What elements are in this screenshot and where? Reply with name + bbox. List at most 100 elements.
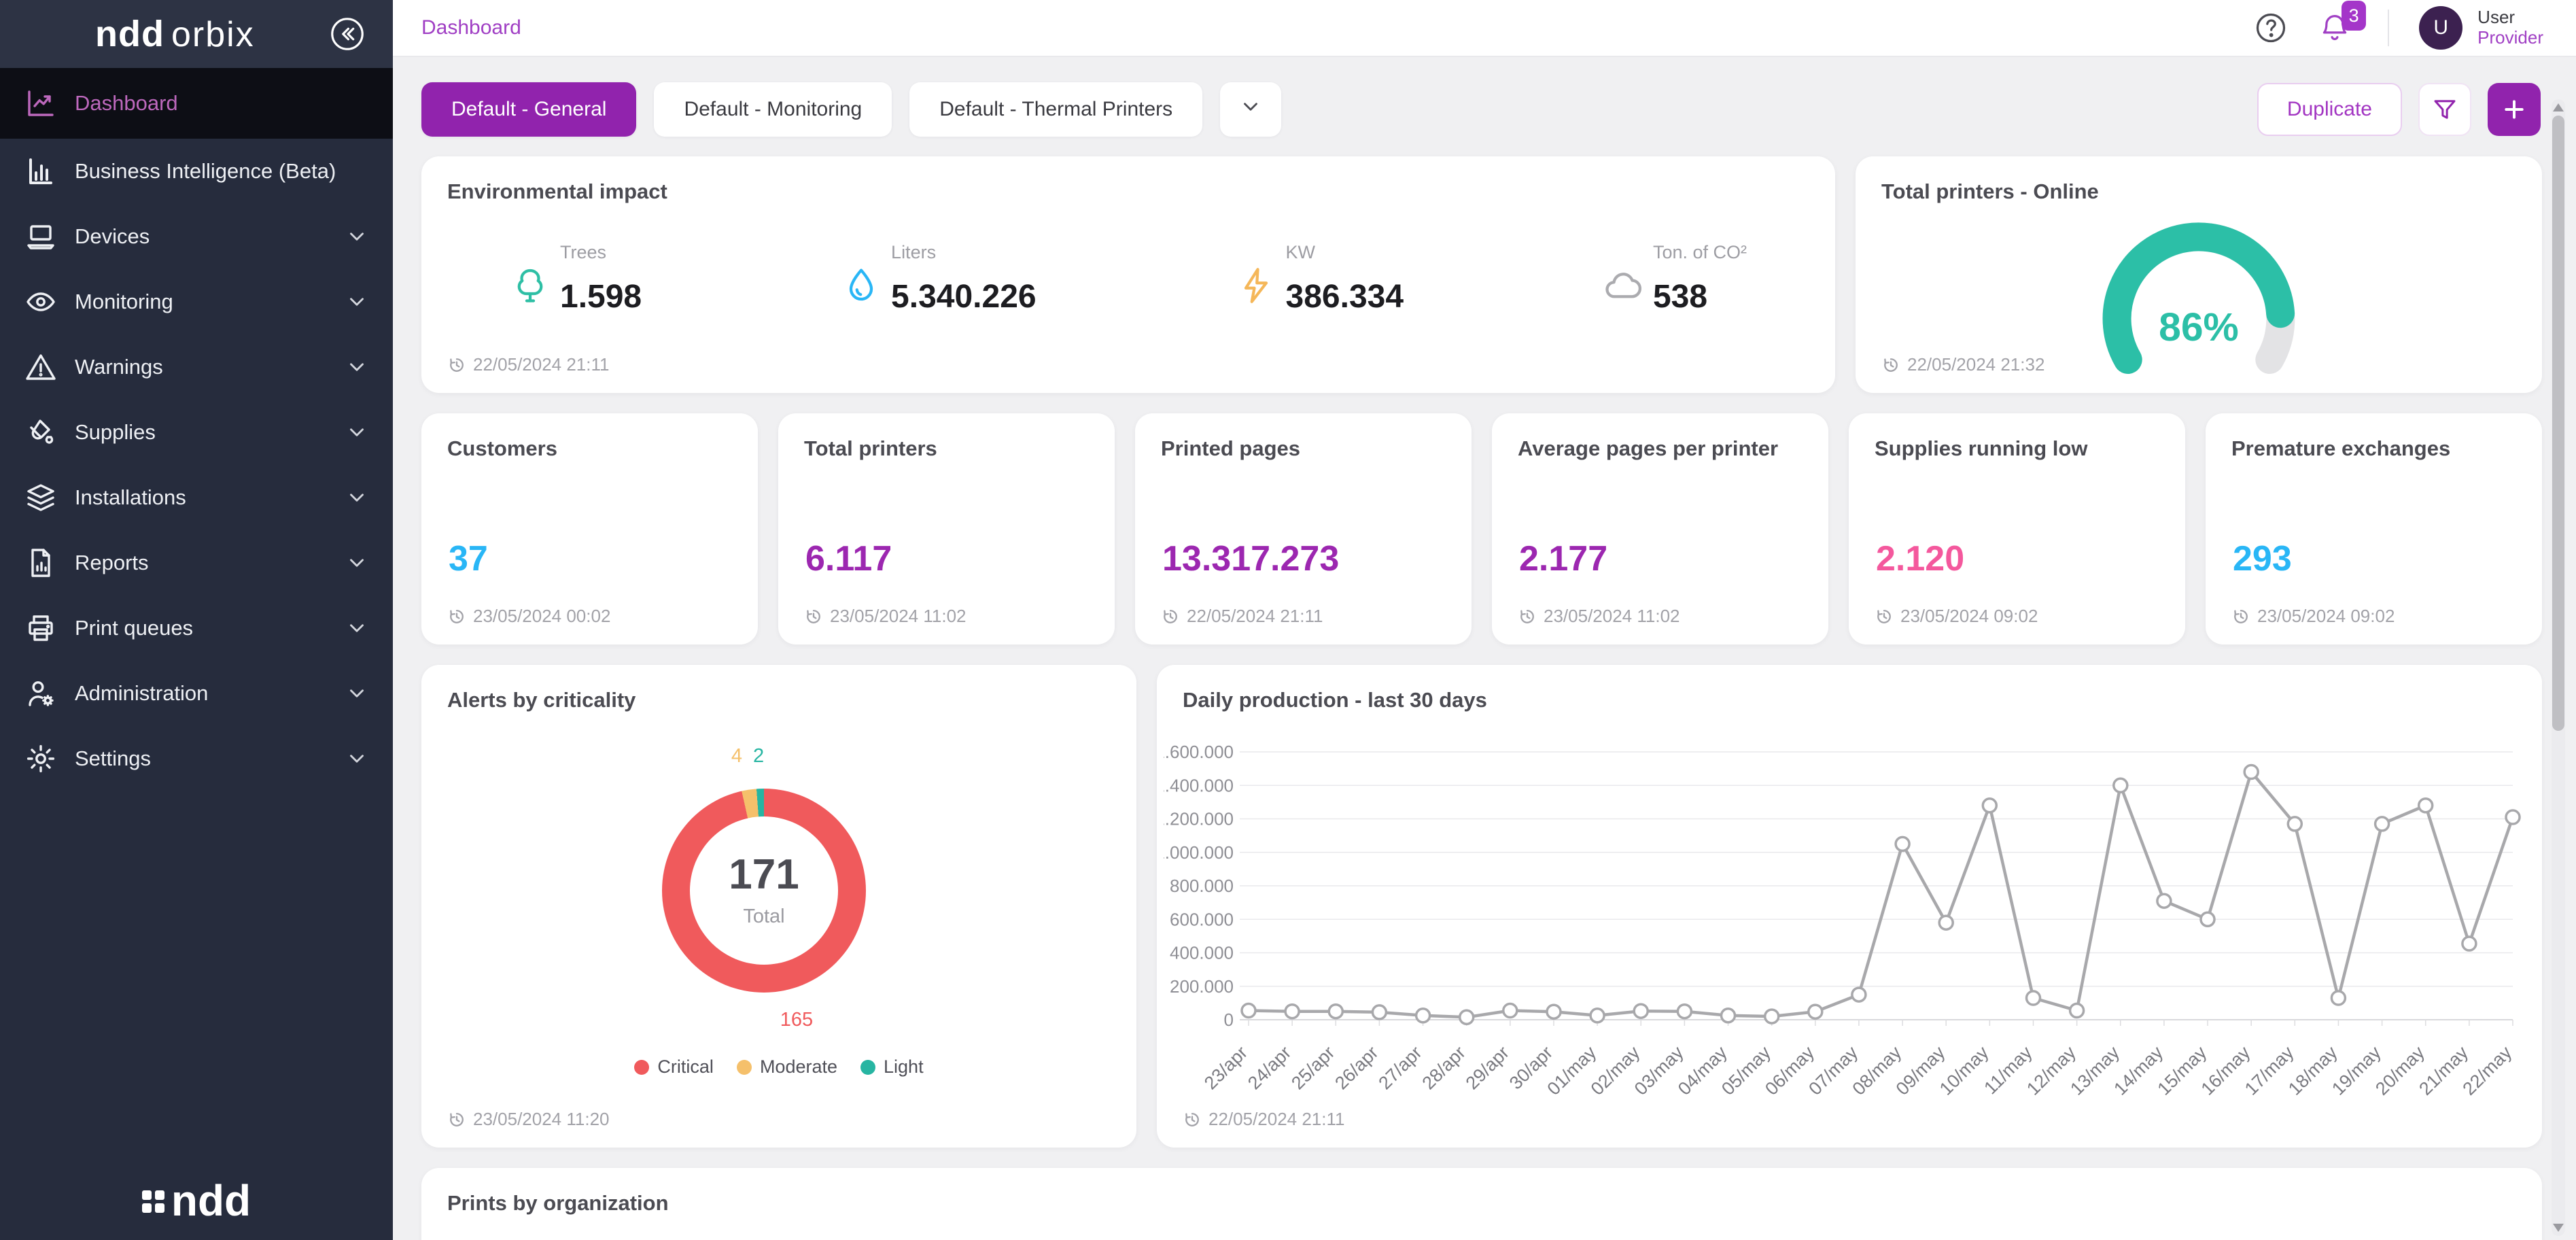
duplicate-button[interactable]: Duplicate: [2257, 83, 2402, 136]
donut-total-value: 171: [729, 854, 799, 896]
card-title: Alerts by criticality: [447, 688, 636, 712]
ndd-orbix-logo: ndd orbix: [95, 13, 255, 55]
sidebar-item-dashboard[interactable]: Dashboard: [0, 68, 393, 139]
legend-dot-icon: [860, 1060, 875, 1075]
legend-item-critical: Critical: [634, 1056, 714, 1078]
logo-product: orbix: [171, 14, 255, 55]
breadcrumb[interactable]: Dashboard: [421, 16, 521, 39]
notification-badge: 3: [2342, 1, 2366, 31]
svg-text:10/may: 10/may: [1936, 1042, 1993, 1099]
sidebar-nav: Dashboard Business Intelligence (Beta) Dev…: [0, 68, 393, 791]
warning-icon: [24, 351, 57, 383]
kpi-card-printed-pages: Printed pages13.317.27322/05/2024 21:11: [1135, 413, 1472, 644]
scroll-up-arrow-icon[interactable]: [2553, 103, 2564, 111]
chevron-down-icon: [345, 747, 368, 770]
kpi-value: 13.317.273: [1162, 541, 1339, 576]
sidebar-item-administration[interactable]: Administration: [0, 661, 393, 726]
donut-center: 171 Total: [662, 789, 866, 993]
tab-default-monitoring[interactable]: Default - Monitoring: [654, 82, 892, 137]
kpi-card-premature-exchanges: Premature exchanges29323/05/2024 09:02: [2206, 413, 2542, 644]
chevron-down-icon: [345, 682, 368, 705]
footer-logo-text: ndd: [171, 1182, 251, 1221]
card-title: Average pages per printer: [1518, 436, 1778, 461]
donut-total-label: Total: [743, 906, 784, 928]
user-gear-icon: [24, 677, 57, 710]
sidebar-item-label: Print queues: [75, 616, 193, 640]
lightning-icon: [1236, 265, 1276, 309]
sidebar-item-label: Administration: [75, 681, 208, 706]
metric-value: 538: [1653, 281, 1747, 313]
prints-by-organization-card: Prints by organization: [421, 1168, 2542, 1240]
svg-text:23/apr: 23/apr: [1200, 1042, 1251, 1093]
sidebar-item-installations[interactable]: Installations: [0, 465, 393, 530]
svg-text:29/apr: 29/apr: [1462, 1042, 1513, 1093]
card-title: Supplies running low: [1875, 436, 2087, 461]
dashboard-icon: [24, 87, 57, 120]
tree-icon: [510, 265, 551, 309]
sidebar-item-label: Settings: [75, 746, 151, 771]
card-timestamp: 22/05/2024 21:11: [447, 354, 609, 375]
sidebar-item-settings[interactable]: Settings: [0, 726, 393, 791]
donut-callout-top: 42: [731, 745, 764, 768]
svg-text:86%: 86%: [2159, 305, 2239, 349]
bar-chart-icon: [24, 155, 57, 188]
kpi-value: 293: [2233, 541, 2292, 576]
svg-text:0: 0: [1224, 1010, 1234, 1030]
chevron-down-icon: [345, 421, 368, 444]
more-dashboards-button[interactable]: [1220, 82, 1281, 137]
sidebar-item-print-queues[interactable]: Print queues: [0, 596, 393, 661]
sidebar-item-business-intelligence-beta[interactable]: Business Intelligence (Beta): [0, 139, 393, 204]
scrollbar-thumb[interactable]: [2552, 116, 2564, 731]
sidebar-item-devices[interactable]: Devices: [0, 204, 393, 269]
svg-text:200.000: 200.000: [1170, 976, 1234, 997]
svg-text:28/apr: 28/apr: [1418, 1042, 1469, 1093]
help-button[interactable]: [2253, 10, 2288, 46]
online-gauge-chart: 86%: [2085, 222, 2313, 392]
card-timestamp: 23/05/2024 11:20: [447, 1109, 609, 1130]
sidebar: ndd orbix Dashboard Business Intelligence…: [0, 0, 393, 1240]
kpi-card-supplies-running-low: Supplies running low2.12023/05/2024 09:0…: [1849, 413, 2185, 644]
supplies-icon: [24, 416, 57, 449]
laptop-icon: [24, 220, 57, 253]
tab-default-thermal-printers[interactable]: Default - Thermal Printers: [909, 82, 1202, 137]
notifications-button[interactable]: 3: [2317, 10, 2352, 46]
app-root: ndd orbix Dashboard Business Intelligence…: [0, 0, 2576, 1240]
card-title: Premature exchanges: [2231, 436, 2450, 461]
chevron-down-icon: [345, 290, 368, 313]
scroll-down-arrow-icon[interactable]: [2553, 1224, 2564, 1232]
gear-icon: [24, 742, 57, 775]
dashboard-actions: Duplicate: [2257, 83, 2541, 136]
ndd-footer-logo: ndd: [0, 1182, 393, 1221]
user-avatar[interactable]: U: [2419, 6, 2462, 50]
report-icon: [24, 547, 57, 579]
sidebar-item-supplies[interactable]: Supplies: [0, 400, 393, 465]
chevron-down-icon: [345, 356, 368, 379]
alerts-by-criticality-card: Alerts by criticality 42 171 Total 165 C…: [421, 665, 1136, 1148]
env-metric-trees: Trees1.598: [510, 242, 642, 313]
user-name: User: [2477, 7, 2543, 28]
metric-label: Trees: [560, 242, 642, 263]
sidebar-item-label: Business Intelligence (Beta): [75, 159, 336, 184]
add-dashboard-button[interactable]: [2488, 83, 2541, 136]
user-menu[interactable]: User Provider: [2477, 7, 2543, 48]
svg-text:24/apr: 24/apr: [1244, 1042, 1295, 1093]
filter-button[interactable]: [2418, 83, 2471, 136]
sidebar-item-reports[interactable]: Reports: [0, 530, 393, 596]
filter-icon: [2431, 95, 2459, 124]
sidebar-collapse-button[interactable]: [328, 14, 367, 54]
vertical-scrollbar[interactable]: [2552, 99, 2565, 1236]
chevron-down-icon: [345, 225, 368, 248]
kpi-value: 37: [449, 541, 488, 576]
chevron-down-icon: [345, 551, 368, 574]
dashboard-tabs-row: Default - General Default - Monitoring Def…: [421, 82, 2541, 137]
water-drop-icon: [841, 265, 882, 309]
sidebar-item-label: Dashboard: [75, 91, 178, 116]
sidebar-item-warnings[interactable]: Warnings: [0, 334, 393, 400]
sidebar-item-monitoring[interactable]: Monitoring: [0, 269, 393, 334]
card-title: Total printers: [804, 436, 937, 461]
svg-text:400.000: 400.000: [1170, 943, 1234, 963]
tab-default-general[interactable]: Default - General: [421, 82, 636, 137]
sidebar-item-label: Devices: [75, 224, 150, 249]
card-title: Total printers - Online: [1881, 179, 2099, 204]
card-title: Daily production - last 30 days: [1183, 688, 1487, 712]
